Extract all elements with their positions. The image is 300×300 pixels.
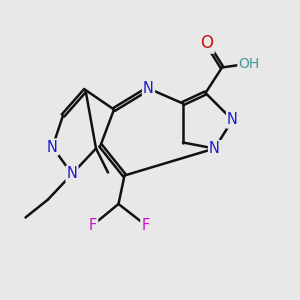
Text: N: N [67,167,77,182]
Text: N: N [47,140,58,154]
Text: O: O [200,34,214,52]
Text: N: N [227,112,238,128]
Text: OH: OH [238,57,260,70]
Text: F: F [141,218,150,232]
Text: N: N [209,141,220,156]
Text: F: F [89,218,97,232]
Text: N: N [143,81,154,96]
